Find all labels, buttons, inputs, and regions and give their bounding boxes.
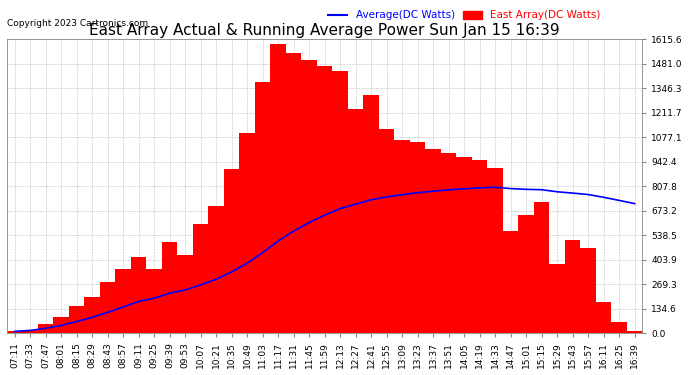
Bar (255, 82, 270, 333)
Bar (426, 149, 441, 333)
Legend: Average(DC Watts), East Array(DC Watts): Average(DC Watts), East Array(DC Watts) (324, 6, 604, 25)
Text: Copyright 2023 Cartronics.com: Copyright 2023 Cartronics.com (7, 18, 148, 27)
Bar (317, 66, 333, 333)
Bar (503, 231, 518, 333)
Bar (38, 324, 53, 333)
Bar (7, 332, 23, 333)
Bar (627, 332, 642, 333)
Bar (286, 53, 302, 333)
Title: East Array Actual & Running Average Power Sun Jan 15 16:39: East Array Actual & Running Average Powe… (90, 23, 560, 38)
Bar (23, 330, 38, 333)
Bar (302, 60, 317, 333)
Bar (115, 270, 131, 333)
Bar (100, 282, 115, 333)
Bar (69, 306, 84, 333)
Bar (472, 160, 487, 333)
Bar (131, 257, 146, 333)
Bar (395, 140, 410, 333)
Bar (146, 270, 162, 333)
Bar (534, 202, 549, 333)
Bar (53, 317, 69, 333)
Bar (565, 240, 580, 333)
Bar (239, 133, 255, 333)
Bar (441, 153, 456, 333)
Bar (596, 302, 611, 333)
Bar (270, 44, 286, 333)
Bar (84, 297, 100, 333)
Bar (224, 170, 239, 333)
Bar (456, 157, 472, 333)
Bar (162, 242, 177, 333)
Bar (410, 142, 426, 333)
Bar (549, 264, 565, 333)
Bar (193, 224, 208, 333)
Bar (518, 215, 534, 333)
Bar (487, 168, 503, 333)
Bar (348, 110, 364, 333)
Bar (611, 322, 627, 333)
Bar (364, 95, 379, 333)
Bar (333, 71, 348, 333)
Bar (208, 206, 224, 333)
Bar (580, 248, 596, 333)
Bar (177, 255, 193, 333)
Bar (379, 129, 395, 333)
